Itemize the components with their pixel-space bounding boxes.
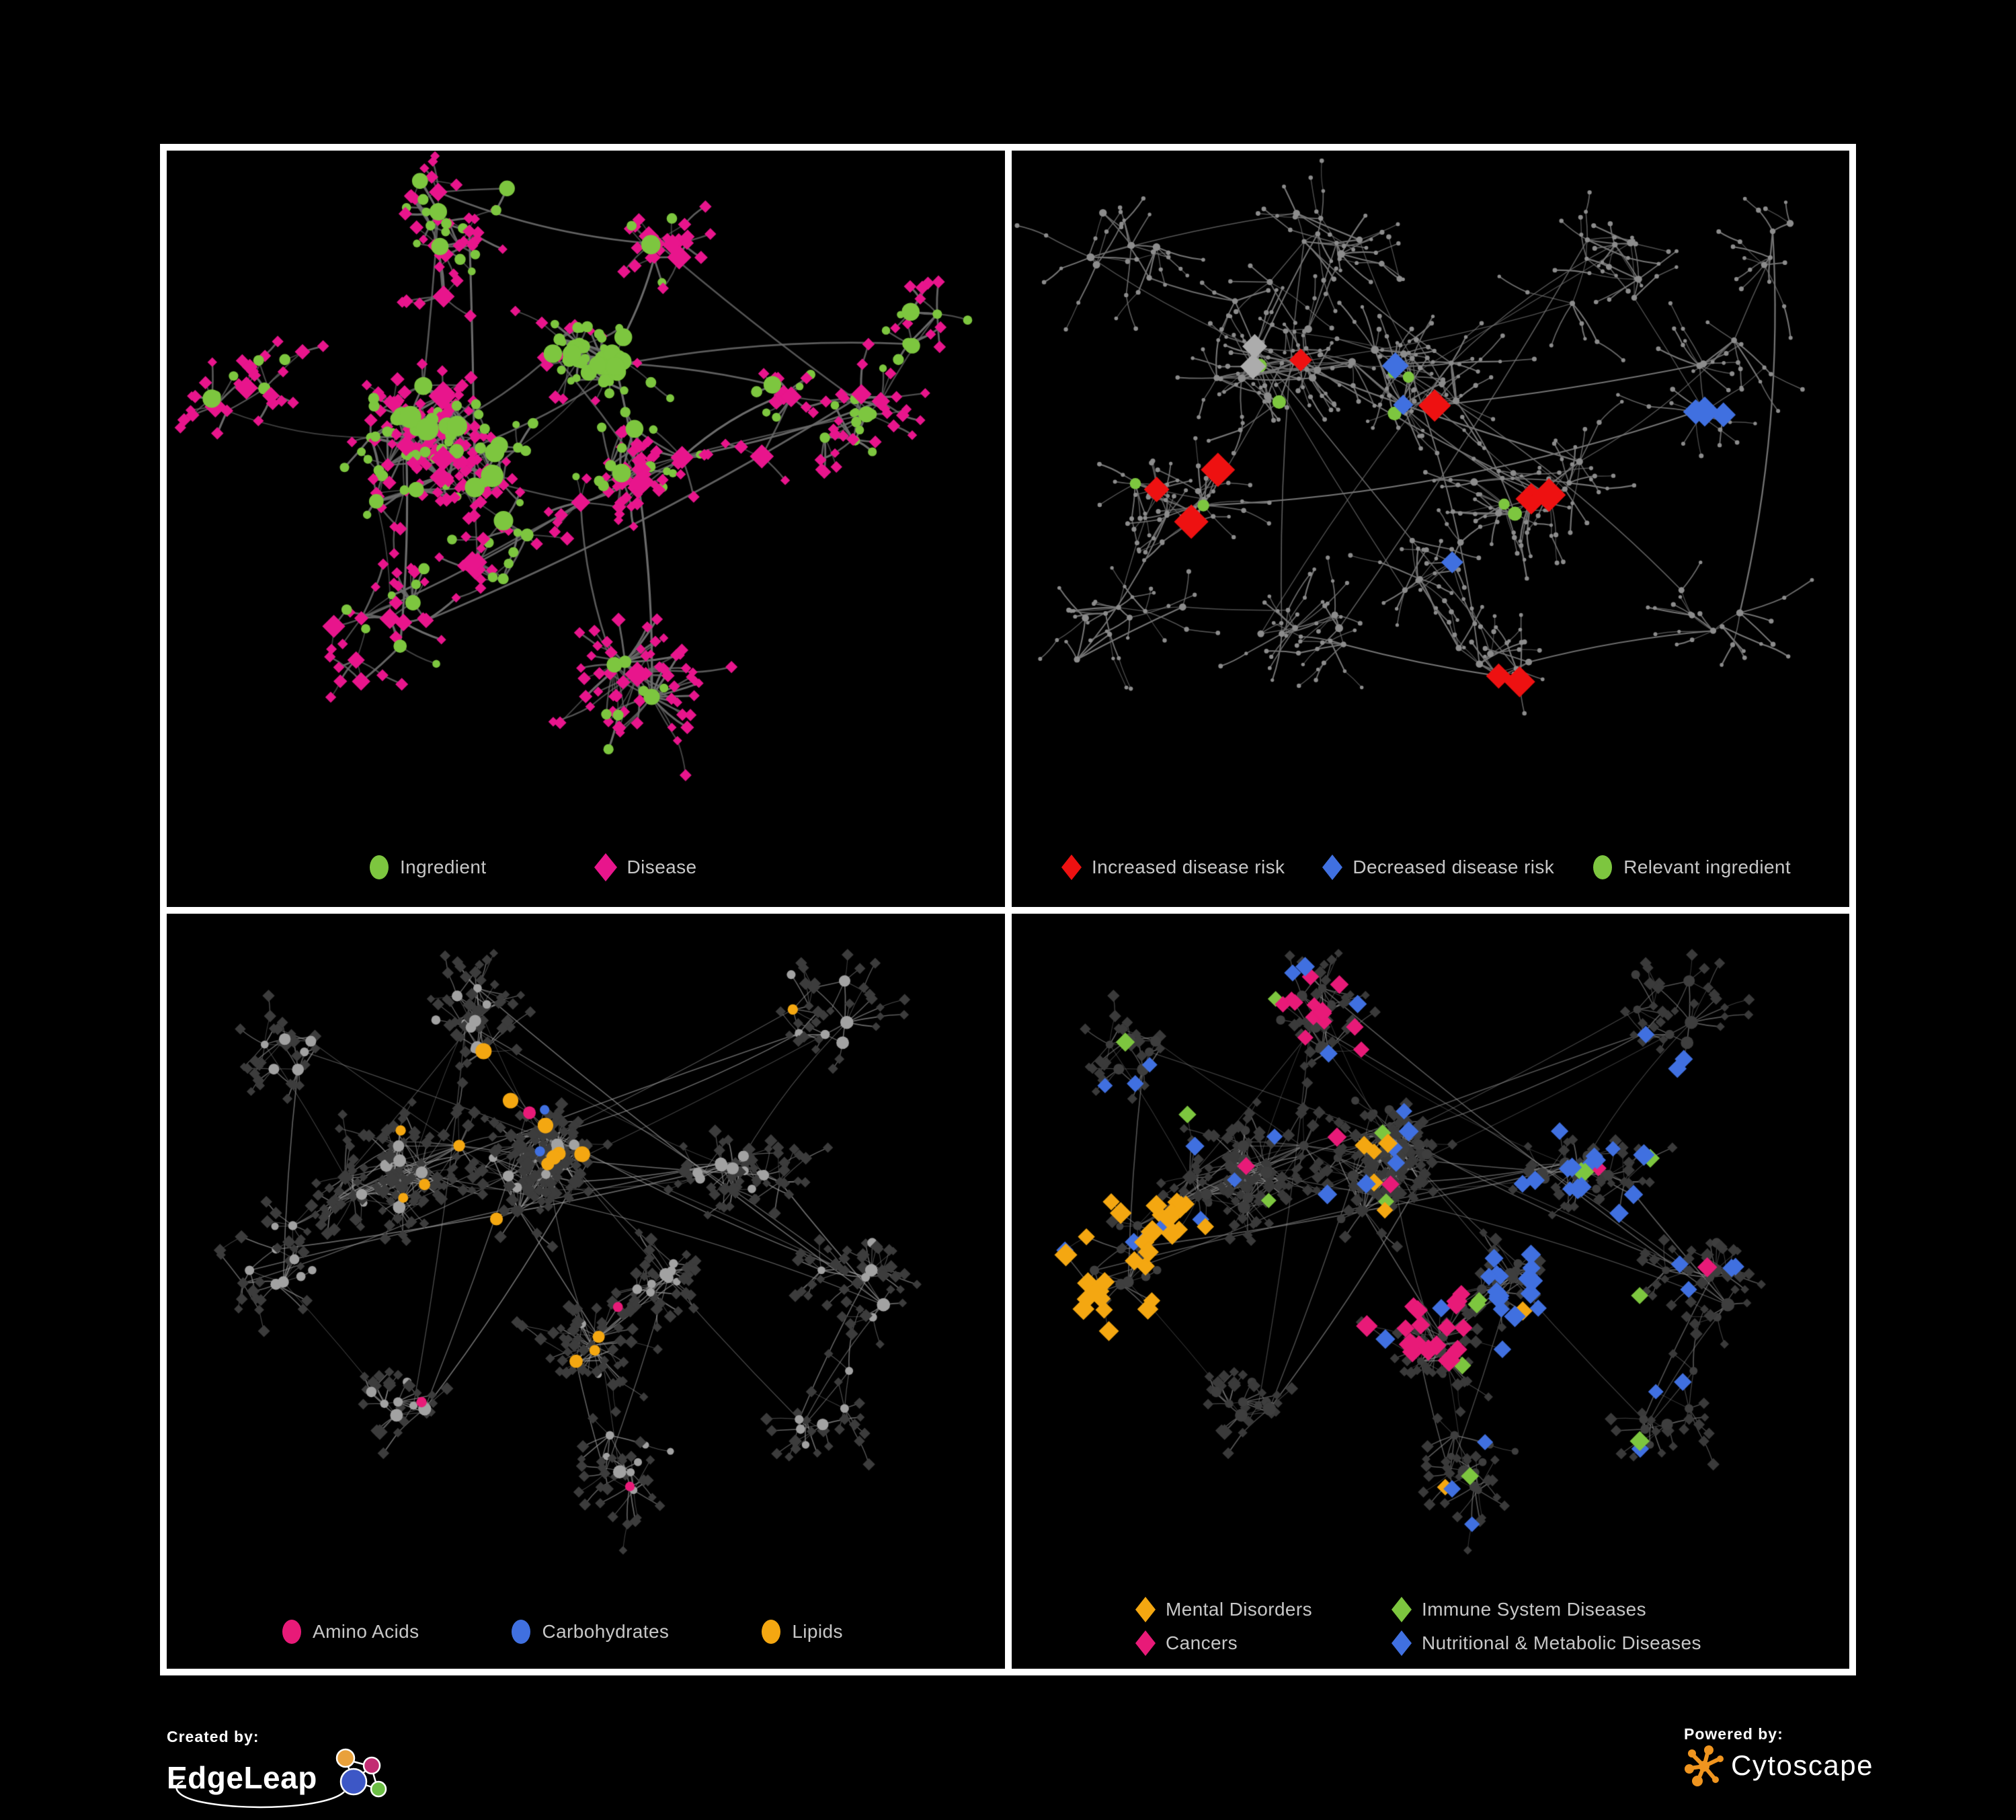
legend-item-carbohydrates: Carbohydrates <box>510 1618 669 1645</box>
disease-diamond-icon <box>594 853 617 881</box>
legend-item-cancers: Cancers <box>1135 1628 1312 1658</box>
legend-item-mental-disorders: Mental Disorders <box>1135 1595 1312 1624</box>
legend-label: Relevant ingredient <box>1623 857 1791 877</box>
decreased-risk-diamond-icon <box>1322 855 1343 880</box>
legend-label: Carbohydrates <box>542 1621 670 1642</box>
legend-item-amino-acids: Amino Acids <box>281 1618 419 1645</box>
legend-ingredient-disease: Ingredient Disease <box>167 852 1005 883</box>
cytoscape-logo-icon <box>1685 1745 1724 1786</box>
legend-label: Amino Acids <box>313 1621 419 1642</box>
legend-disease-risk: Increased disease risk Decreased disease… <box>1012 852 1849 883</box>
mental-disorders-diamond-icon <box>1135 1597 1156 1622</box>
legend-label: Lipids <box>792 1621 843 1642</box>
powered-by-label: Powered by: <box>1684 1725 1783 1743</box>
edgeleap-wordmark: EdgeLeap <box>167 1760 317 1795</box>
legend-item-relevant-ingredient: Relevant ingredient <box>1592 854 1791 881</box>
cytoscape-wordmark: Cytoscape <box>1731 1749 1873 1781</box>
grid-divider-vertical-top <box>1005 151 1012 907</box>
legend-label: Ingredient <box>400 857 487 877</box>
increased-risk-diamond-icon <box>1061 855 1082 880</box>
edgeleap-network-doodle-icon <box>175 1748 387 1809</box>
legend-label: Decreased disease risk <box>1353 857 1555 877</box>
panel-disease-classes: Mental Disorders Immune System Diseases … <box>1012 914 1849 1669</box>
carbohydrates-ellipse-icon <box>512 1620 531 1644</box>
legend-disease-classes: Mental Disorders Immune System Diseases … <box>1135 1595 1701 1658</box>
panel-ingredient-disease: Ingredient Disease <box>167 151 1005 907</box>
relevant-ingredient-ellipse-icon <box>1593 855 1613 879</box>
nutritional-metabolic-diamond-icon <box>1392 1630 1412 1656</box>
network-canvas-p3 <box>167 914 1005 1669</box>
legend-ingredient-classes: Amino Acids Carbohydrates Lipids <box>167 1616 1005 1647</box>
legend-label: Nutritional & Metabolic Diseases <box>1422 1632 1701 1653</box>
cancers-diamond-icon <box>1135 1630 1156 1656</box>
panel-ingredient-classes: Amino Acids Carbohydrates Lipids <box>167 914 1005 1669</box>
legend-label: Cancers <box>1166 1632 1238 1653</box>
ingredient-ellipse-icon <box>370 855 389 879</box>
figure-grid: Ingredient Disease Increased disease ris… <box>160 144 1856 1675</box>
legend-label: Mental Disorders <box>1166 1599 1313 1620</box>
legend-item-decreased-risk: Decreased disease risk <box>1322 855 1554 880</box>
network-canvas-p4 <box>1012 914 1849 1669</box>
panel-disease-risk: Increased disease risk Decreased disease… <box>1012 151 1849 907</box>
network-canvas-p1 <box>167 151 1005 907</box>
grid-divider-horizontal <box>167 907 1849 914</box>
legend-item-increased-risk: Increased disease risk <box>1061 855 1285 880</box>
legend-item-nutritional-metabolic: Nutritional & Metabolic Diseases <box>1392 1628 1701 1658</box>
legend-label: Increased disease risk <box>1092 857 1285 877</box>
powered-by-block: Powered by: Cytoscape <box>1684 1725 1873 1786</box>
created-by-block: Created by: EdgeLeap <box>167 1728 399 1809</box>
immune-system-diamond-icon <box>1392 1597 1412 1622</box>
amino-acids-ellipse-icon <box>282 1620 301 1644</box>
legend-label: Disease <box>627 857 697 877</box>
grid-divider-vertical-bottom <box>1005 914 1012 1669</box>
edgeleap-logo: EdgeLeap <box>167 1748 399 1809</box>
legend-item-disease: Disease <box>594 853 697 881</box>
network-canvas-p2 <box>1012 151 1849 907</box>
legend-item-immune-system-diseases: Immune System Diseases <box>1392 1595 1701 1624</box>
legend-label: Immune System Diseases <box>1422 1599 1647 1620</box>
created-by-label: Created by: <box>167 1728 259 1745</box>
lipids-ellipse-icon <box>762 1620 781 1644</box>
legend-item-ingredient: Ingredient <box>368 854 487 881</box>
legend-item-lipids: Lipids <box>760 1618 843 1645</box>
